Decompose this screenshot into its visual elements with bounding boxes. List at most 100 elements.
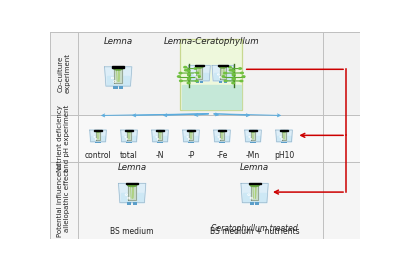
Polygon shape [276, 130, 292, 142]
FancyBboxPatch shape [196, 80, 199, 83]
FancyBboxPatch shape [98, 142, 101, 143]
Polygon shape [248, 183, 261, 184]
Polygon shape [112, 66, 124, 68]
Polygon shape [196, 66, 202, 79]
Circle shape [232, 78, 236, 81]
Polygon shape [246, 136, 260, 142]
FancyBboxPatch shape [127, 202, 132, 205]
Polygon shape [212, 65, 234, 81]
FancyBboxPatch shape [130, 142, 132, 143]
Ellipse shape [157, 130, 163, 132]
Polygon shape [127, 131, 131, 140]
Text: -N: -N [156, 151, 164, 160]
Ellipse shape [95, 130, 101, 132]
Circle shape [239, 80, 244, 82]
Circle shape [223, 72, 227, 75]
Circle shape [184, 69, 188, 72]
Circle shape [187, 72, 191, 75]
FancyBboxPatch shape [157, 142, 160, 143]
Circle shape [228, 69, 233, 72]
Circle shape [197, 75, 201, 78]
Circle shape [231, 82, 235, 84]
Circle shape [187, 78, 191, 81]
Circle shape [183, 66, 187, 69]
Polygon shape [152, 130, 168, 142]
Circle shape [193, 67, 198, 70]
Text: Co-culture
experiment: Co-culture experiment [58, 53, 70, 94]
Circle shape [187, 77, 191, 80]
Ellipse shape [219, 66, 227, 68]
Text: Ceratophyllum treated: Ceratophyllum treated [211, 224, 298, 233]
Polygon shape [189, 131, 193, 140]
FancyBboxPatch shape [219, 142, 222, 143]
Circle shape [186, 69, 191, 72]
Polygon shape [214, 130, 230, 142]
FancyBboxPatch shape [126, 142, 129, 143]
FancyBboxPatch shape [188, 142, 191, 143]
Circle shape [221, 75, 226, 78]
Polygon shape [220, 66, 226, 79]
Polygon shape [90, 130, 106, 142]
Circle shape [232, 72, 236, 75]
Circle shape [195, 80, 199, 82]
Polygon shape [183, 130, 199, 142]
FancyBboxPatch shape [250, 142, 253, 143]
Ellipse shape [196, 66, 203, 68]
Polygon shape [126, 183, 138, 184]
Text: control: control [85, 151, 112, 160]
Circle shape [177, 75, 181, 78]
Polygon shape [282, 131, 286, 140]
Polygon shape [218, 130, 226, 131]
Polygon shape [91, 136, 105, 142]
FancyBboxPatch shape [114, 86, 118, 89]
Polygon shape [128, 184, 136, 200]
FancyBboxPatch shape [284, 142, 287, 143]
Text: pH10: pH10 [274, 151, 294, 160]
Polygon shape [251, 131, 255, 140]
Ellipse shape [113, 67, 123, 70]
Polygon shape [114, 68, 122, 83]
Polygon shape [220, 131, 224, 140]
Ellipse shape [250, 130, 256, 132]
Polygon shape [241, 183, 268, 203]
FancyBboxPatch shape [200, 80, 203, 83]
FancyBboxPatch shape [281, 142, 284, 143]
Circle shape [238, 67, 242, 70]
Polygon shape [215, 136, 229, 142]
Polygon shape [245, 130, 261, 142]
Ellipse shape [127, 184, 137, 187]
Ellipse shape [188, 130, 194, 132]
FancyBboxPatch shape [219, 80, 222, 83]
Polygon shape [96, 131, 100, 140]
FancyBboxPatch shape [160, 142, 163, 143]
Text: Potential influence of
allelopathic effect: Potential influence of allelopathic effe… [58, 163, 70, 237]
Polygon shape [214, 73, 232, 80]
FancyBboxPatch shape [222, 142, 225, 143]
Polygon shape [249, 130, 257, 131]
Ellipse shape [281, 130, 287, 132]
Text: Lemna: Lemna [240, 163, 269, 173]
Polygon shape [182, 85, 241, 109]
Polygon shape [195, 65, 204, 66]
Polygon shape [50, 162, 360, 239]
Text: BS medium + nutrients: BS medium + nutrients [210, 227, 300, 236]
Ellipse shape [250, 184, 260, 187]
Polygon shape [118, 183, 146, 203]
Text: -Mn: -Mn [246, 151, 260, 160]
Circle shape [187, 74, 191, 77]
Text: total: total [120, 151, 138, 160]
FancyBboxPatch shape [180, 39, 242, 110]
Polygon shape [158, 131, 162, 140]
Polygon shape [107, 76, 130, 85]
Polygon shape [251, 184, 258, 200]
Text: -P: -P [187, 151, 195, 160]
FancyBboxPatch shape [133, 202, 137, 205]
Polygon shape [153, 136, 167, 142]
Text: Lemna-Ceratophyllum: Lemna-Ceratophyllum [163, 37, 259, 46]
Polygon shape [190, 73, 208, 80]
Text: Lemna: Lemna [118, 163, 147, 173]
Circle shape [228, 66, 232, 69]
Circle shape [240, 72, 244, 74]
Polygon shape [50, 115, 360, 162]
Polygon shape [94, 130, 102, 131]
